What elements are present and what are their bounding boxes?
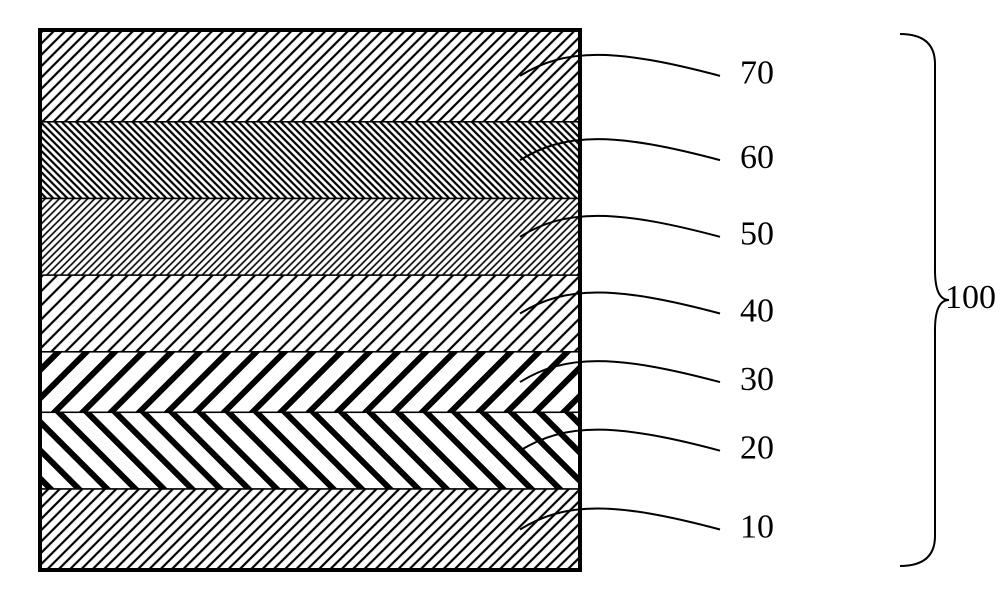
layer-40 (40, 275, 580, 352)
layer-30-label: 30 (740, 361, 774, 398)
layer-50 (40, 198, 580, 275)
layer-stack-figure: 70 60 50 40 30 20 10 100 (0, 0, 1000, 600)
layer-70 (40, 30, 580, 122)
layer-20 (40, 412, 580, 489)
layer-10 (40, 489, 580, 570)
layer-70-label: 70 (740, 55, 774, 92)
layer-10-label: 10 (740, 508, 774, 545)
layer-60-label: 60 (740, 139, 774, 176)
layer-60 (40, 122, 580, 199)
layer-20-label: 20 (740, 429, 774, 466)
assembly-label: 100 (945, 279, 996, 316)
layer-50-label: 50 (740, 216, 774, 253)
layer-40-label: 40 (740, 292, 774, 329)
layer-30 (40, 352, 580, 412)
